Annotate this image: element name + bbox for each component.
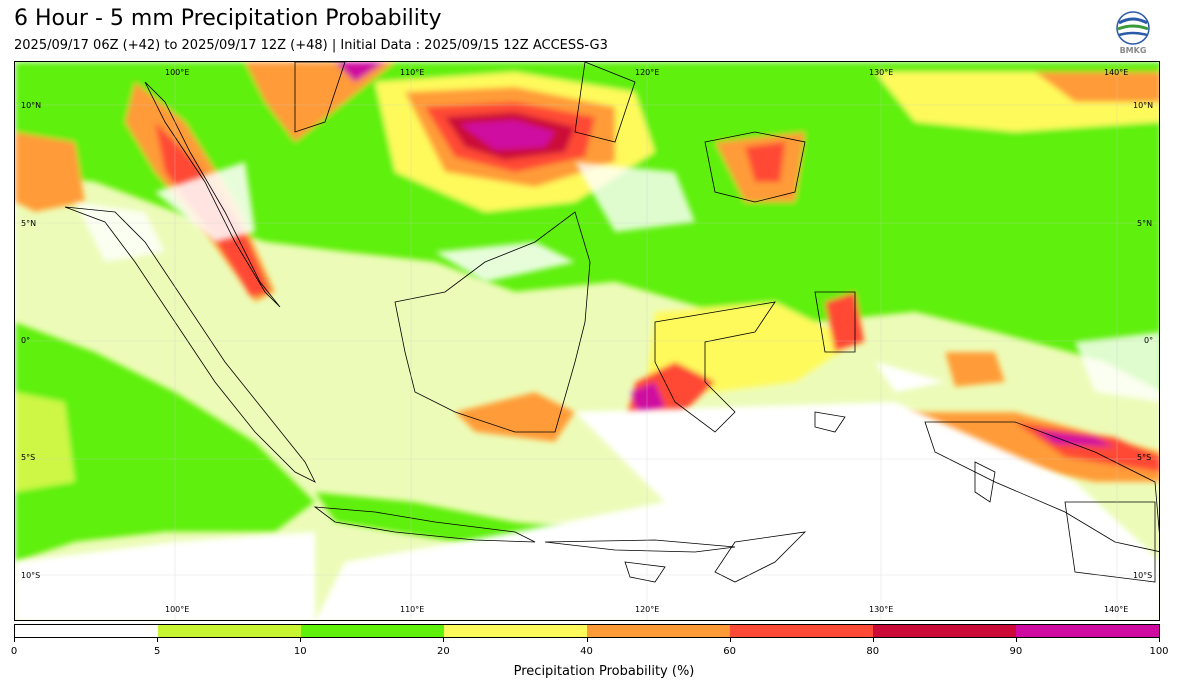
- colorbar-tick: [157, 638, 159, 642]
- lon-label-bottom: 120°E: [635, 605, 660, 614]
- colorbar-segment: [587, 625, 730, 637]
- colorbar-tick-label: 90: [1009, 646, 1023, 657]
- lat-label-right: 5°S: [1137, 453, 1152, 462]
- colorbar-tick: [14, 638, 15, 642]
- lat-label-left: 10°N: [21, 101, 42, 110]
- colorbar-tick: [300, 638, 302, 642]
- colorbar-segment: [15, 625, 158, 637]
- lat-label-right: 10°N: [1133, 101, 1154, 110]
- logo-text: BMKG: [1120, 46, 1147, 55]
- colorbar-segment: [301, 625, 444, 637]
- colorbar-segment: [158, 625, 301, 637]
- bmkg-logo: BMKG: [1115, 11, 1151, 55]
- lat-label-right: 5°N: [1137, 219, 1153, 228]
- colorbar-segment: [873, 625, 1016, 637]
- lat-label-right: 10°S: [1133, 571, 1153, 580]
- lat-label-left: 10°S: [21, 571, 41, 580]
- dry-regions: [15, 162, 1159, 620]
- lat-label-left: 5°N: [21, 219, 37, 228]
- colorbar-segment: [444, 625, 587, 637]
- lon-label-bottom: 130°E: [869, 605, 894, 614]
- colorbar-tick: [586, 638, 588, 642]
- lon-label-top: 110°E: [400, 68, 425, 77]
- chart-subtitle: 2025/09/17 06Z (+42) to 2025/09/17 12Z (…: [14, 38, 608, 53]
- colorbar-segment: [730, 625, 873, 637]
- lat-label-right: 0°: [1144, 336, 1154, 345]
- lon-label-bottom: 110°E: [400, 605, 425, 614]
- colorbar-tick: [443, 638, 445, 642]
- colorbar-tick: [729, 638, 731, 642]
- colorbar: [14, 624, 1160, 638]
- chart-title: 6 Hour - 5 mm Precipitation Probability: [14, 6, 442, 31]
- lon-label-top: 120°E: [635, 68, 660, 77]
- lon-label-top: 130°E: [869, 68, 894, 77]
- colorbar-tick-label: 0: [10, 646, 18, 657]
- lon-label-bottom: 140°E: [1104, 605, 1129, 614]
- colorbar-segment: [1016, 625, 1159, 637]
- colorbar-tick: [872, 638, 874, 642]
- colorbar-tick: [1159, 638, 1160, 642]
- precipitation-map: 100°E 110°E 120°E 130°E 140°E 100°E 110°…: [14, 61, 1160, 621]
- colorbar-title: Precipitation Probability (%): [513, 664, 695, 679]
- colorbar-tick-label: 100: [1149, 646, 1169, 657]
- colorbar-tick-label: 20: [437, 646, 450, 657]
- colorbar-tick-label: 5: [153, 646, 161, 657]
- colorbar-tick-label: 80: [866, 646, 880, 657]
- lon-label-top: 100°E: [165, 68, 190, 77]
- lat-label-left: 0°: [21, 336, 31, 345]
- colorbar-tick-label: 40: [580, 646, 593, 657]
- graticule: [15, 62, 1159, 620]
- coastlines: [64, 62, 1159, 583]
- map-canvas: [15, 62, 1159, 620]
- lon-label-top: 140°E: [1104, 68, 1129, 77]
- colorbar-tick: [1015, 638, 1017, 642]
- lon-label-bottom: 100°E: [165, 605, 190, 614]
- colorbar-tick-label: 60: [723, 646, 736, 657]
- colorbar-tick-label: 10: [293, 646, 307, 657]
- lat-label-left: 5°S: [21, 453, 36, 462]
